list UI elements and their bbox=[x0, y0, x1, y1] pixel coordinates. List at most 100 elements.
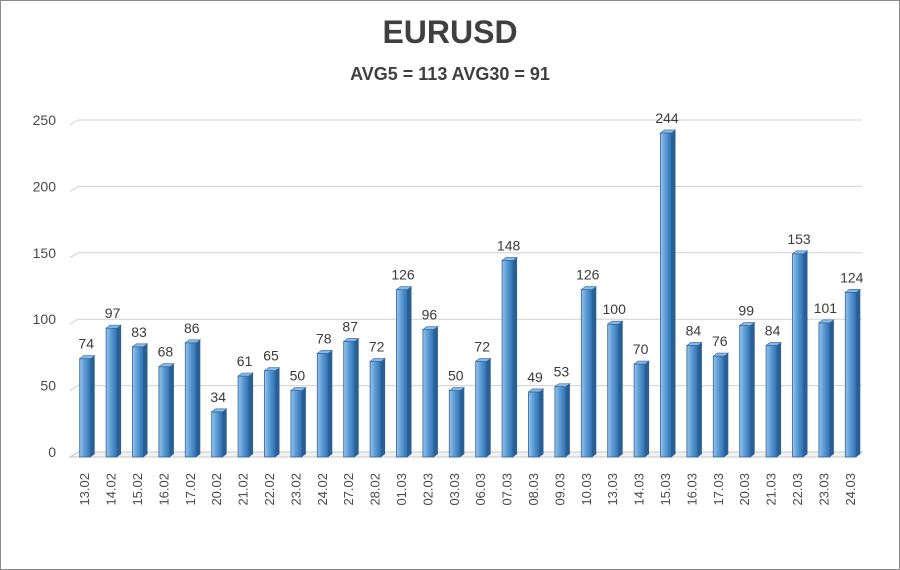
bar bbox=[237, 372, 255, 458]
bar-front bbox=[184, 342, 197, 458]
bar-front bbox=[501, 260, 514, 458]
bar bbox=[791, 250, 809, 458]
bar-front bbox=[792, 253, 804, 458]
bar-top bbox=[184, 339, 202, 344]
bar-side bbox=[513, 257, 518, 457]
bar-top bbox=[342, 338, 360, 342]
bar-front bbox=[105, 327, 118, 458]
y-tick-label: 100 bbox=[33, 311, 57, 327]
data-label: 244 bbox=[655, 110, 679, 126]
bar-front bbox=[343, 341, 356, 458]
bar-front bbox=[448, 390, 461, 458]
bar-side bbox=[777, 342, 782, 457]
bar-side bbox=[275, 367, 280, 457]
bar-top bbox=[289, 387, 307, 391]
bar-side bbox=[486, 358, 491, 457]
bar-side bbox=[433, 326, 438, 457]
bar-front bbox=[633, 363, 646, 458]
bar-top bbox=[844, 289, 862, 293]
bar-front bbox=[475, 360, 488, 458]
bar-top bbox=[791, 250, 809, 255]
bar-front bbox=[369, 360, 382, 458]
x-tick-label: 03.03 bbox=[447, 473, 462, 506]
bar-side bbox=[750, 322, 755, 457]
bar bbox=[527, 388, 545, 458]
data-label: 126 bbox=[391, 267, 415, 283]
bar-side bbox=[196, 339, 201, 457]
bar-top bbox=[157, 363, 175, 367]
bar bbox=[818, 319, 835, 458]
bar-top bbox=[818, 319, 835, 324]
y-axis-ticks: 0 50 100 150 200 250 bbox=[33, 112, 57, 460]
bar-top bbox=[421, 326, 439, 330]
bar bbox=[844, 289, 862, 458]
bar-top bbox=[659, 129, 677, 134]
bar-side bbox=[381, 358, 386, 457]
x-tick-label: 17.03 bbox=[711, 473, 726, 506]
bar bbox=[474, 358, 492, 458]
bar-top bbox=[105, 324, 122, 329]
bar-top bbox=[712, 352, 730, 357]
x-tick-label: 24.03 bbox=[843, 473, 858, 506]
bar-front bbox=[844, 291, 857, 458]
x-tick-label: 08.03 bbox=[526, 473, 541, 506]
bar-side bbox=[143, 343, 148, 457]
bar-side bbox=[460, 387, 465, 457]
x-tick-label: 14.02 bbox=[104, 473, 119, 506]
bar-front bbox=[739, 325, 752, 458]
x-tick-label: 10.03 bbox=[579, 473, 594, 506]
bar-top bbox=[316, 350, 334, 354]
data-label: 148 bbox=[497, 237, 521, 253]
x-tick-label: 23.03 bbox=[816, 473, 831, 506]
bar-top bbox=[237, 372, 255, 377]
bar bbox=[105, 324, 122, 458]
bar-side bbox=[856, 289, 861, 457]
bar-top bbox=[474, 358, 492, 362]
bar bbox=[448, 387, 466, 458]
bar-side bbox=[222, 408, 227, 457]
x-tick-label: 15.03 bbox=[658, 473, 673, 506]
data-label: 99 bbox=[738, 303, 754, 319]
data-label: 100 bbox=[603, 301, 627, 317]
bar-top bbox=[395, 286, 413, 290]
bar-front bbox=[396, 289, 408, 458]
x-tick-label: 20.03 bbox=[737, 473, 752, 506]
gridline-depth bbox=[69, 252, 79, 259]
data-label: 72 bbox=[474, 338, 490, 354]
bar-side bbox=[618, 321, 623, 457]
data-label: 74 bbox=[78, 336, 94, 352]
x-tick-label: 22.03 bbox=[790, 473, 805, 506]
bar-front bbox=[712, 355, 725, 458]
bar-front bbox=[264, 370, 276, 458]
bar-side bbox=[328, 350, 333, 457]
data-label: 101 bbox=[814, 300, 838, 316]
bar-front bbox=[818, 322, 831, 458]
bar-front bbox=[607, 323, 620, 458]
bar-top bbox=[765, 342, 782, 346]
y-tick-label: 50 bbox=[40, 378, 56, 394]
bar-front bbox=[686, 345, 699, 458]
data-label: 68 bbox=[158, 344, 174, 360]
bar bbox=[738, 322, 756, 458]
bar bbox=[316, 350, 334, 458]
gridline-depth bbox=[69, 318, 79, 325]
x-tick-label: 21.02 bbox=[236, 473, 251, 506]
bar bbox=[686, 342, 703, 458]
bar bbox=[606, 320, 624, 458]
x-tick-label: 07.03 bbox=[500, 473, 515, 506]
bars bbox=[78, 129, 862, 458]
data-label: 70 bbox=[633, 341, 649, 357]
bar bbox=[395, 286, 413, 458]
bar bbox=[184, 339, 202, 458]
data-label: 124 bbox=[840, 269, 864, 285]
bar-side bbox=[724, 353, 729, 457]
data-label: 50 bbox=[290, 368, 306, 384]
x-tick-label: 16.03 bbox=[684, 473, 699, 506]
bar-front bbox=[132, 346, 144, 458]
chart-subtitle: AVG5 = 113 AVG30 = 91 bbox=[350, 64, 550, 84]
bar-top bbox=[131, 343, 149, 348]
data-label: 97 bbox=[105, 305, 121, 321]
bar-top bbox=[738, 322, 756, 326]
bar-front bbox=[660, 132, 672, 458]
